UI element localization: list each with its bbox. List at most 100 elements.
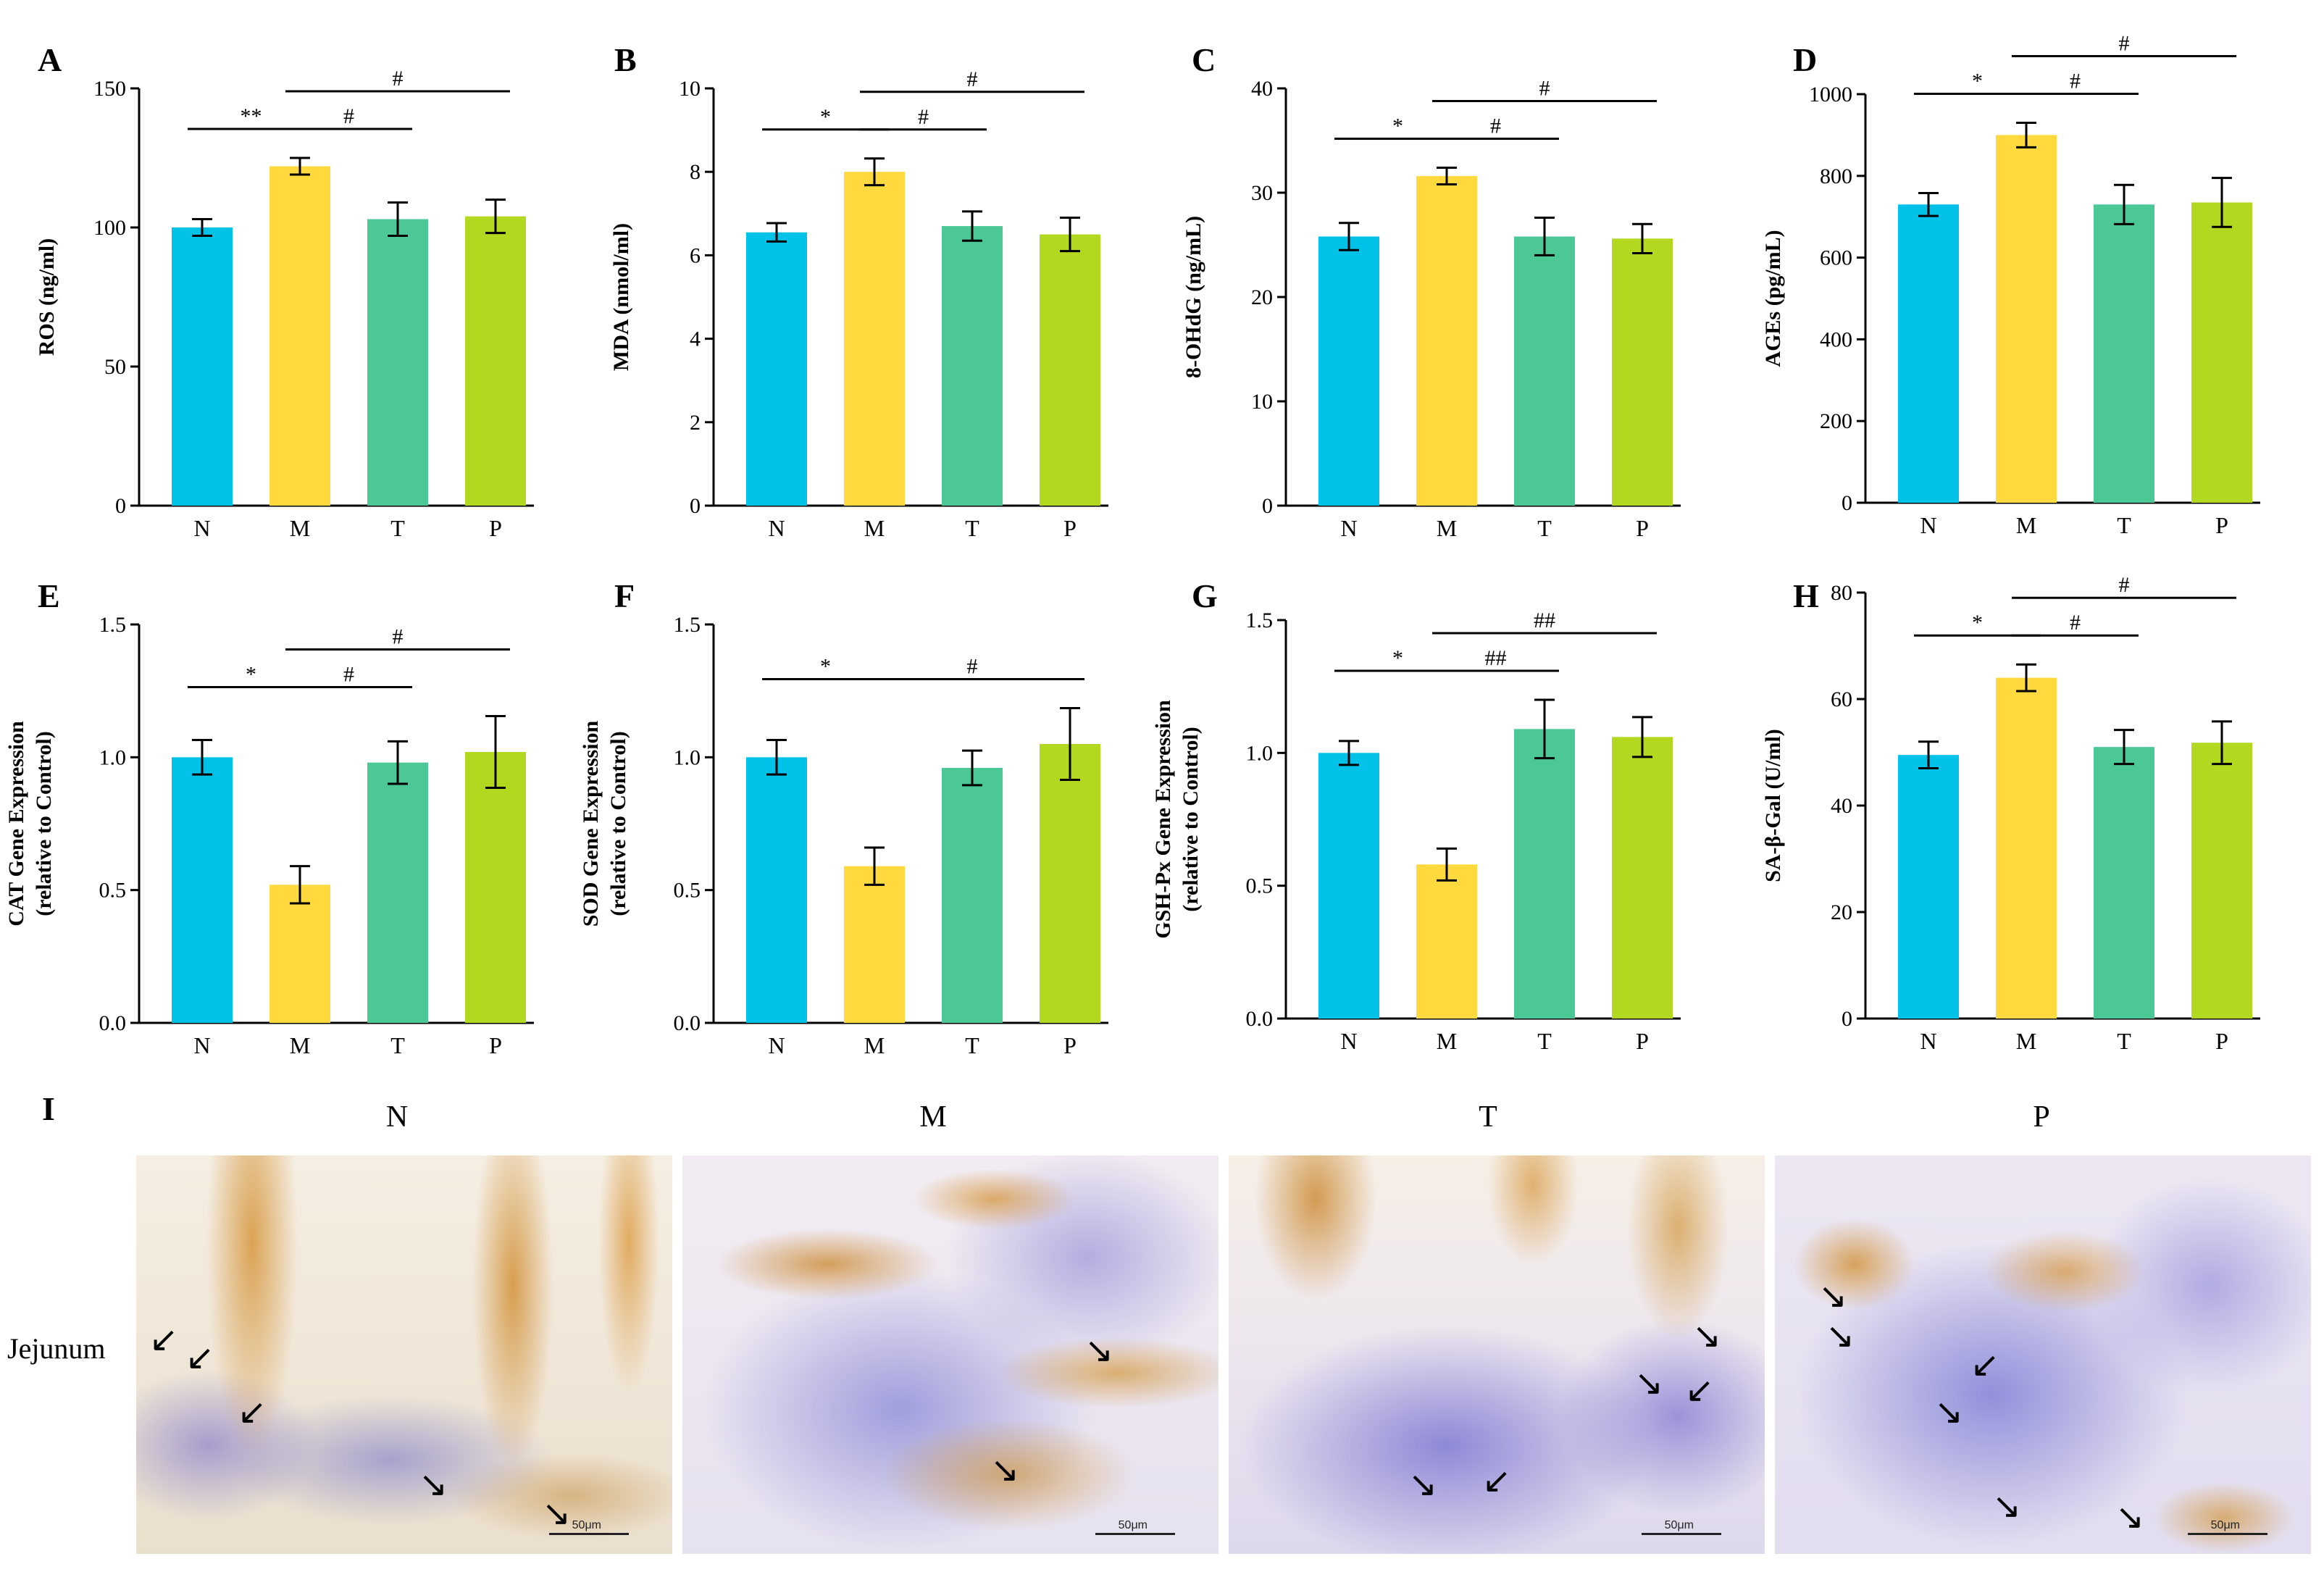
y-tick-label-C: 10 xyxy=(1251,390,1273,414)
bar-B-N xyxy=(746,232,807,506)
category-label-D: T xyxy=(2117,512,2131,538)
significance-marker-G: ## xyxy=(1534,609,1555,632)
panel-letter-B: B xyxy=(614,41,637,78)
bar-E-P xyxy=(465,752,526,1023)
significance-marker-E: * xyxy=(246,663,256,687)
scale-bar xyxy=(1095,1533,1175,1535)
y-tick-label-A: 150 xyxy=(93,77,126,101)
arrow-icon: ↘ xyxy=(1634,1363,1664,1403)
bar-A-M xyxy=(269,166,330,506)
y-axis-label-G: GSH-Px Gene Expression xyxy=(1151,700,1175,939)
category-label-C: N xyxy=(1340,515,1357,541)
row-label-jejunum: Jejunum xyxy=(7,1332,106,1365)
micrograph-label-T: T xyxy=(1479,1100,1497,1134)
category-label-B: M xyxy=(864,515,885,541)
category-label-E: M xyxy=(290,1032,310,1058)
category-label-E: T xyxy=(390,1032,405,1058)
micrograph-T: ↘ ↘ ↙ ↘ ↙ 50μm xyxy=(1229,1155,1765,1554)
category-label-C: M xyxy=(1437,515,1457,541)
significance-marker-B: * xyxy=(820,105,831,129)
y-tick-label-D: 200 xyxy=(1820,409,1852,433)
significance-marker-D: * xyxy=(1972,69,1983,93)
y-tick-label-F: 1.5 xyxy=(674,613,701,637)
y-tick-label-E: 0.0 xyxy=(99,1011,127,1035)
micrograph-N: ↙ ↙ ↙ ↘ ↘ 50μm xyxy=(136,1155,672,1554)
significance-marker-D: # xyxy=(2119,31,2130,55)
significance-marker-F: * xyxy=(820,655,831,679)
arrow-icon: ↘ xyxy=(1084,1330,1114,1371)
panel-letter-A: A xyxy=(38,41,62,78)
category-label-A: P xyxy=(489,515,502,541)
panel-letter-F: F xyxy=(614,577,635,614)
arrow-icon: ↙ xyxy=(238,1392,267,1432)
y-tick-label-D: 800 xyxy=(1820,164,1852,188)
y-axis-label-E: CAT Gene Expression xyxy=(4,721,28,927)
significance-marker-H: # xyxy=(2070,611,2081,635)
bar-D-P xyxy=(2191,202,2252,503)
y-tick-label-H: 60 xyxy=(1831,687,1852,711)
bar-E-M xyxy=(269,885,330,1023)
category-label-A: T xyxy=(390,515,405,541)
y-tick-label-E: 1.5 xyxy=(99,613,127,637)
bar-H-N xyxy=(1898,755,1959,1019)
bar-F-N xyxy=(746,757,807,1023)
category-label-B: P xyxy=(1063,515,1077,541)
significance-marker-C: # xyxy=(1539,76,1550,100)
significance-marker-G: ## xyxy=(1485,646,1507,670)
category-label-D: M xyxy=(2016,512,2036,538)
y-tick-label-D: 0 xyxy=(1842,491,1852,515)
y-axis-sublabel-F: (relative to Control) xyxy=(606,731,630,916)
scale-label: 50μm xyxy=(572,1519,601,1531)
arrow-icon: ↘ xyxy=(2115,1497,2145,1537)
arrow-icon: ↙ xyxy=(185,1337,215,1378)
significance-marker-E: # xyxy=(393,625,404,649)
category-label-B: T xyxy=(965,515,979,541)
category-label-F: N xyxy=(768,1032,785,1058)
y-axis-label-C: 8-OHdG (ng/mL) xyxy=(1182,216,1205,378)
panel-letter-E: E xyxy=(38,577,60,614)
bar-A-N xyxy=(172,227,233,506)
bar-H-M xyxy=(1996,677,2057,1019)
category-label-B: N xyxy=(768,515,785,541)
bar-H-P xyxy=(2191,743,2252,1019)
y-tick-label-B: 4 xyxy=(690,327,701,351)
category-label-D: P xyxy=(2215,512,2228,538)
category-label-H: T xyxy=(2117,1028,2131,1054)
significance-marker-C: # xyxy=(1490,114,1501,138)
scale-bar xyxy=(549,1533,629,1535)
micrograph-label-M: M xyxy=(919,1100,947,1134)
y-axis-sublabel-G: (relative to Control) xyxy=(1179,727,1203,911)
significance-marker-E: # xyxy=(343,663,354,687)
micrograph-label-N: N xyxy=(385,1100,409,1134)
y-tick-label-G: 1.0 xyxy=(1246,741,1274,765)
bar-D-T xyxy=(2094,204,2154,503)
significance-marker-B: # xyxy=(967,67,978,91)
y-tick-label-B: 2 xyxy=(690,411,701,435)
bar-H-T xyxy=(2094,747,2154,1019)
significance-marker-D: # xyxy=(2070,69,2081,93)
bar-A-P xyxy=(465,216,526,506)
bar-B-P xyxy=(1040,234,1100,506)
category-label-G: M xyxy=(1437,1028,1457,1054)
significance-marker-C: * xyxy=(1392,114,1403,138)
significance-marker-A: # xyxy=(343,104,354,128)
panel-letter-C: C xyxy=(1192,41,1216,78)
category-label-A: N xyxy=(193,515,210,541)
significance-marker-G: * xyxy=(1392,646,1403,670)
y-axis-label-B: MDA (nmol/ml) xyxy=(609,223,633,371)
micrograph-P: ↘ ↘ ↙ ↘ ↘ ↘ 50μm xyxy=(1775,1155,2311,1554)
y-tick-label-A: 0 xyxy=(115,494,126,518)
bar-D-M xyxy=(1996,135,2057,503)
bar-A-T xyxy=(367,219,428,506)
category-label-F: M xyxy=(864,1032,885,1058)
arrow-icon: ↘ xyxy=(1818,1276,1848,1316)
category-label-E: N xyxy=(193,1032,210,1058)
y-tick-label-F: 1.0 xyxy=(674,745,701,769)
y-axis-label-D: AGEs (pg/mL) xyxy=(1761,230,1785,367)
arrow-icon: ↙ xyxy=(149,1319,179,1360)
significance-marker-H: * xyxy=(1972,611,1983,635)
bar-G-M xyxy=(1416,864,1477,1019)
y-tick-label-F: 0.0 xyxy=(674,1011,701,1035)
significance-marker-H: # xyxy=(2119,573,2130,597)
